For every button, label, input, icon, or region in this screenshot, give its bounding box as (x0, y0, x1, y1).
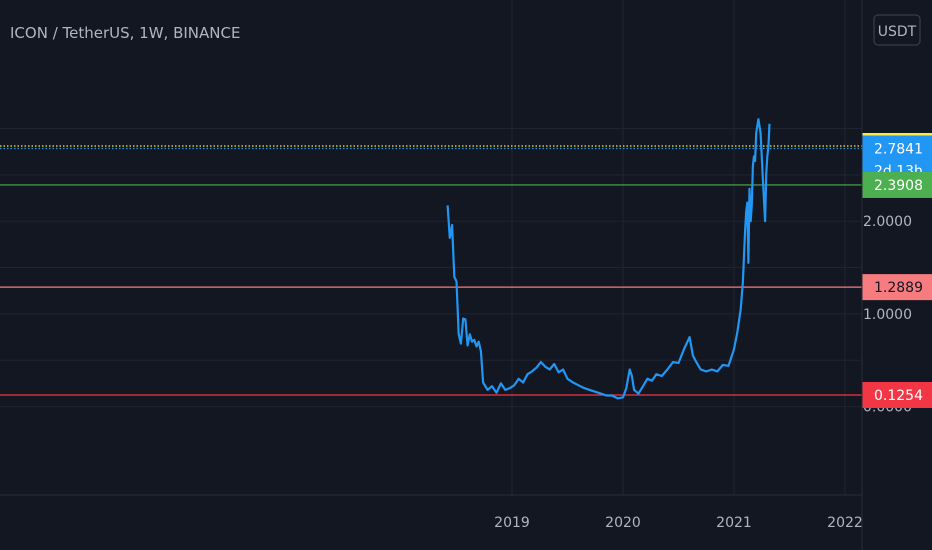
x-tick-label: 2022 (827, 515, 863, 531)
x-tick-label: 2021 (716, 515, 752, 531)
horizontal-levels (0, 145, 862, 396)
y-tick-label: 2.0000 (863, 214, 912, 230)
price-badge-bg (862, 382, 932, 408)
x-axis-ticks: 2019 2020 2021 2022 (494, 515, 863, 531)
grid (0, 0, 862, 495)
currency-label: USDT (878, 24, 917, 40)
price-badge-label: 0.1254 (874, 388, 923, 404)
chart-title: ICON / TetherUS, 1W, BINANCE (10, 24, 240, 42)
currency-button[interactable]: USDT (873, 14, 921, 46)
x-tick-label: 2020 (605, 515, 641, 531)
price-badge-bg (862, 171, 932, 198)
x-tick-label: 2019 (494, 515, 530, 531)
price-badge-label: 1.2889 (874, 280, 923, 296)
price-badge-label: 2.7841 (874, 141, 923, 157)
price-series-line (446, 118, 771, 400)
price-badge-1.2889: 1.2889 (862, 274, 932, 301)
price-badge-bg (862, 274, 932, 301)
price-badge-2.3908: 2.3908 (862, 171, 932, 198)
price-badge-label: 2.3908 (874, 178, 923, 194)
y-tick-label: 1.0000 (863, 307, 912, 323)
price-badge-0.1254: 0.1254 (862, 382, 932, 408)
